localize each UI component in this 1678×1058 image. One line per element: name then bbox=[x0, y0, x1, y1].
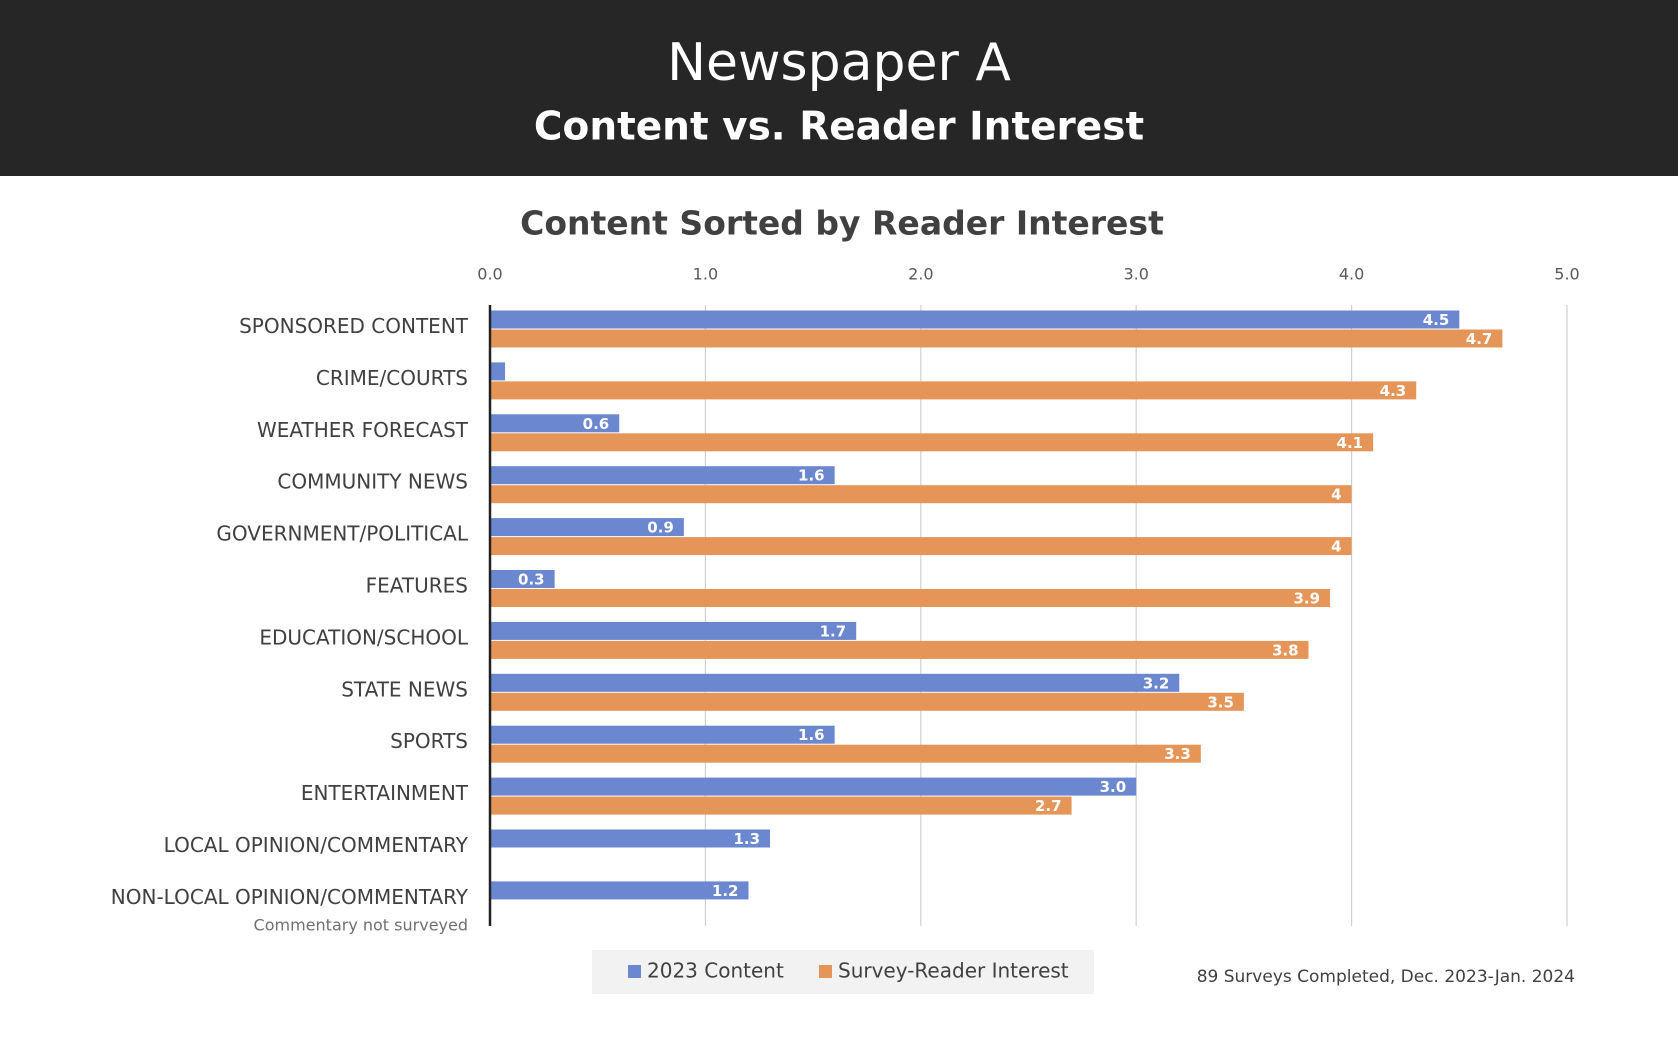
value-label: 0.3 bbox=[518, 571, 545, 589]
x-tick-label: 1.0 bbox=[693, 265, 718, 284]
category-label: COMMUNITY NEWS bbox=[277, 470, 468, 494]
bar bbox=[490, 362, 506, 381]
value-label: 3.2 bbox=[1143, 674, 1170, 692]
category-label: NON-LOCAL OPINION/COMMENTARY bbox=[111, 885, 469, 909]
value-label: 3.8 bbox=[1272, 641, 1299, 659]
bar bbox=[490, 381, 1417, 400]
value-label: 0.6 bbox=[583, 415, 610, 433]
header-title: Newspaper A bbox=[667, 33, 1011, 93]
bar bbox=[490, 433, 1374, 452]
bar bbox=[490, 570, 555, 588]
legend-label: Survey-Reader Interest bbox=[838, 959, 1069, 983]
bar bbox=[490, 466, 835, 485]
category-label: EDUCATION/SCHOOL bbox=[259, 625, 469, 649]
category-label: ENTERTAINMENT bbox=[301, 781, 469, 805]
bar bbox=[490, 777, 1137, 796]
value-label: 0.9 bbox=[647, 519, 674, 537]
value-label: 1.7 bbox=[820, 622, 847, 640]
bar bbox=[490, 829, 771, 848]
header-subtitle: Content vs. Reader Interest bbox=[534, 105, 1144, 150]
category-label: LOCAL OPINION/COMMENTARY bbox=[164, 833, 469, 857]
x-tick-label: 4.0 bbox=[1339, 265, 1364, 284]
value-label: 1.2 bbox=[712, 882, 739, 900]
category-label: GOVERNMENT/POLITICAL bbox=[216, 522, 468, 546]
category-label: SPORTS bbox=[390, 729, 468, 753]
bar bbox=[490, 744, 1201, 763]
bar bbox=[490, 310, 1460, 329]
x-tick-label: 5.0 bbox=[1554, 265, 1579, 284]
value-label: 4.1 bbox=[1337, 434, 1364, 452]
value-label: 3.9 bbox=[1293, 590, 1320, 608]
value-label: 3.0 bbox=[1100, 778, 1127, 796]
category-label: CRIME/COURTS bbox=[316, 366, 468, 390]
value-label: 1.3 bbox=[733, 830, 760, 848]
legend-swatch bbox=[819, 965, 832, 978]
chart-title: Content Sorted by Reader Interest bbox=[520, 204, 1164, 243]
category-label: SPONSORED CONTENT bbox=[239, 314, 469, 338]
bar bbox=[490, 796, 1072, 815]
value-label: 4.7 bbox=[1466, 330, 1493, 348]
category-label: STATE NEWS bbox=[341, 677, 468, 701]
value-label: 3.3 bbox=[1164, 745, 1191, 763]
x-tick-label: 3.0 bbox=[1123, 265, 1148, 284]
category-label: FEATURES bbox=[366, 574, 468, 598]
x-tick-label: 0.0 bbox=[477, 265, 502, 284]
bar bbox=[490, 881, 749, 900]
value-label: 4 bbox=[1331, 538, 1341, 556]
bar bbox=[490, 485, 1352, 504]
annotation-note: Commentary not surveyed bbox=[254, 916, 468, 935]
x-tick-label: 2.0 bbox=[908, 265, 933, 284]
bar bbox=[490, 640, 1309, 659]
value-label: 4.5 bbox=[1423, 311, 1450, 329]
bar bbox=[490, 692, 1244, 711]
value-label: 4 bbox=[1331, 486, 1341, 504]
value-label: 3.5 bbox=[1207, 693, 1234, 711]
bar bbox=[490, 725, 835, 744]
value-label: 2.7 bbox=[1035, 797, 1062, 815]
category-label: WEATHER FORECAST bbox=[257, 418, 469, 442]
bar bbox=[490, 673, 1180, 692]
legend-swatch bbox=[628, 965, 641, 978]
value-label: 4.3 bbox=[1380, 382, 1407, 400]
bar bbox=[490, 518, 684, 537]
legend-box bbox=[592, 950, 1094, 994]
header-band bbox=[0, 0, 1678, 176]
bar bbox=[490, 589, 1331, 607]
legend-label: 2023 Content bbox=[647, 959, 784, 983]
bar bbox=[490, 537, 1352, 556]
bar bbox=[490, 414, 620, 433]
value-label: 1.6 bbox=[798, 467, 825, 485]
bar bbox=[490, 621, 857, 640]
footnote: 89 Surveys Completed, Dec. 2023-Jan. 202… bbox=[1197, 967, 1575, 987]
bar bbox=[490, 329, 1503, 348]
value-label: 1.6 bbox=[798, 726, 825, 744]
